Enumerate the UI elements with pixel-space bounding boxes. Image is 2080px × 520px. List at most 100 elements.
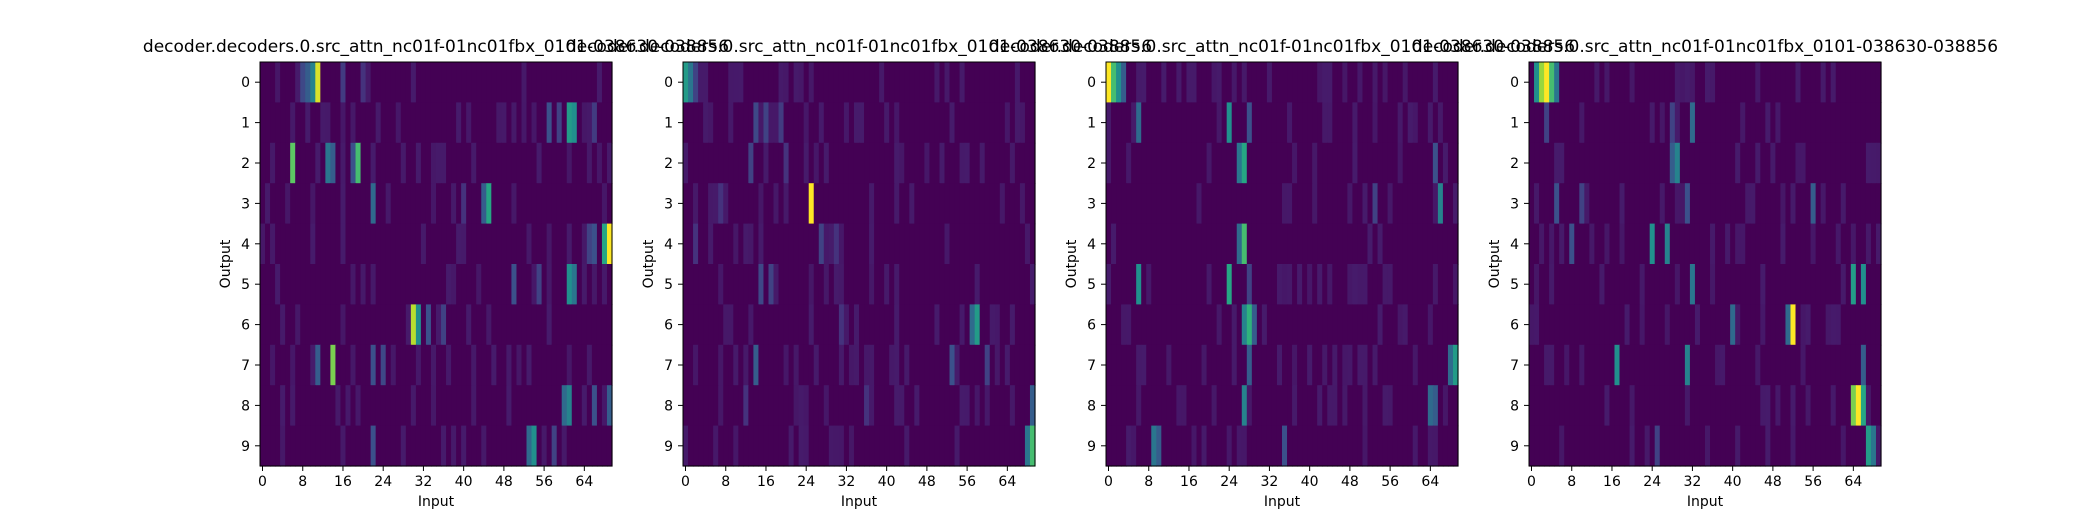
heatmap-cell: [1780, 142, 1787, 184]
heatmap-cell: [1725, 344, 1731, 386]
y-tick-label: 8: [1510, 398, 1519, 414]
heatmap-cell: [929, 62, 936, 103]
heatmap-cell: [315, 425, 321, 467]
heatmap-cell: [803, 385, 810, 427]
heatmap-cell: [1760, 344, 1766, 386]
heatmap-cell: [340, 223, 347, 265]
heatmap-cell: [541, 223, 548, 265]
heatmap-cell: [1029, 344, 1036, 386]
heatmap-cell: [1634, 385, 1641, 427]
heatmap-cell: [466, 183, 472, 225]
heatmap-cell: [1544, 264, 1550, 305]
heatmap-cell: [723, 183, 729, 225]
heatmap-cell: [1860, 102, 1867, 144]
heatmap-cell: [1624, 142, 1631, 184]
heatmap-cell: [551, 264, 558, 305]
heatmap-cell: [728, 62, 734, 103]
heatmap-cell: [758, 304, 765, 346]
heatmap-cell: [823, 62, 830, 103]
heatmap-cell: [793, 344, 800, 386]
heatmap-cell: [1004, 264, 1011, 305]
heatmap-cell: [315, 102, 321, 144]
heatmap-cell: [270, 344, 276, 386]
heatmap-cell: [1639, 62, 1646, 103]
heatmap-cell: [1251, 264, 1258, 305]
heatmap-cell: [1131, 425, 1137, 467]
heatmap-cell: [1216, 344, 1223, 386]
heatmap-cell: [1609, 102, 1616, 144]
heatmap-cell: [541, 425, 548, 467]
heatmap-cell: [466, 62, 472, 103]
heatmap-cell: [466, 425, 472, 467]
heatmap-cell: [446, 183, 452, 225]
heatmap-cell: [280, 102, 286, 144]
heatmap-cell: [275, 62, 281, 103]
heatmap-cell: [320, 304, 326, 346]
heatmap-cell: [1019, 62, 1026, 103]
heatmap-cell: [1332, 344, 1338, 386]
heatmap-cell: [1266, 385, 1273, 427]
heatmap-cell: [904, 142, 910, 184]
heatmap-cell: [1014, 223, 1021, 265]
heatmap-cell: [1196, 304, 1203, 346]
heatmap-cell: [738, 62, 744, 103]
heatmap-cell: [330, 102, 337, 144]
heatmap-cell: [1111, 344, 1117, 386]
heatmap-cell: [1261, 385, 1268, 427]
heatmap-cell: [1312, 183, 1318, 225]
heatmap-cell: [1609, 425, 1616, 467]
heatmap-cell: [1659, 304, 1666, 346]
heatmap-cell: [1322, 142, 1328, 184]
heatmap-cell: [1579, 264, 1585, 305]
heatmap-cell: [1614, 62, 1621, 103]
heatmap-cell: [999, 102, 1006, 144]
heatmap-cell: [1407, 142, 1414, 184]
heatmap-cell: [275, 183, 281, 225]
heatmap-cell: [1735, 62, 1741, 103]
heatmap-cell: [999, 183, 1006, 225]
heatmap-cell: [894, 223, 900, 265]
heatmap-cell: [848, 223, 855, 265]
heatmap-cell: [1855, 142, 1862, 184]
heatmap-cell: [889, 264, 895, 305]
heatmap-cell: [596, 142, 603, 184]
heatmap-cell: [566, 223, 573, 265]
heatmap-cell: [763, 385, 770, 427]
heatmap-cell: [521, 142, 528, 184]
heatmap-cell: [365, 223, 372, 265]
heatmap-cell: [1412, 425, 1419, 467]
heatmap-cell: [1539, 385, 1545, 427]
x-tick-label: 48: [1341, 474, 1359, 490]
heatmap-cell: [340, 385, 347, 427]
heatmap-cell: [1392, 304, 1399, 346]
heatmap-panel-3: decoder.decoders.0.src_attn_nc01f-01nc01…: [989, 37, 1575, 510]
heatmap-cell: [1790, 62, 1797, 103]
heatmap-cell: [310, 425, 316, 467]
heatmap-cell: [1437, 183, 1444, 225]
x-tick-label: 8: [298, 474, 307, 490]
heatmap-cell: [1604, 223, 1611, 265]
heatmap-cell: [1256, 102, 1263, 144]
heatmap-cell: [1397, 142, 1404, 184]
heatmap-cell: [596, 102, 603, 144]
heatmap-cell: [1795, 385, 1802, 427]
heatmap-cell: [1191, 264, 1198, 305]
heatmap-cell: [601, 344, 608, 386]
heatmap-cell: [1307, 223, 1313, 265]
heatmap-cell: [1689, 183, 1696, 225]
heatmap-cell: [1412, 385, 1419, 427]
heatmap-cell: [1121, 425, 1127, 467]
heatmap-cell: [1694, 102, 1701, 144]
y-tick-label: 6: [664, 318, 673, 334]
heatmap-cell: [561, 385, 568, 427]
heatmap-cell: [1221, 142, 1228, 184]
heatmap-cell: [798, 183, 805, 225]
heatmap-cell: [1256, 183, 1263, 225]
heatmap-cell: [1544, 223, 1550, 265]
heatmap-cell: [738, 304, 744, 346]
heatmap-cell: [350, 385, 357, 427]
heatmap-cell: [1372, 223, 1379, 265]
heatmap-cell: [1554, 142, 1560, 184]
heatmap-cell: [1870, 142, 1877, 184]
heatmap-cell: [1156, 425, 1162, 467]
